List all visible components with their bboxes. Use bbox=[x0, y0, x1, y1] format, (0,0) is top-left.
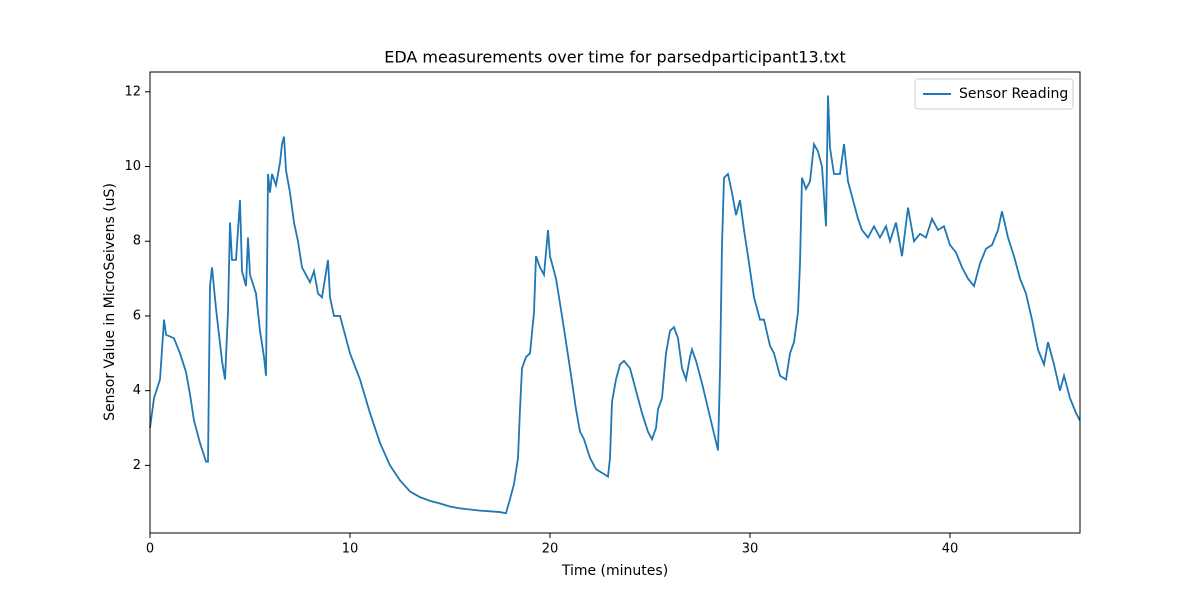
ticks: 0 10 20 30 40 2 4 6 8 10 12 bbox=[124, 84, 958, 556]
legend-label: Sensor Reading bbox=[959, 86, 1068, 102]
x-tick-label: 40 bbox=[942, 542, 959, 557]
x-tick-label: 10 bbox=[342, 542, 359, 557]
x-tick-label: 0 bbox=[146, 542, 154, 557]
y-tick-label: 10 bbox=[124, 159, 141, 174]
y-axis-label: Sensor Value in MicroSeivens (uS) bbox=[102, 183, 118, 421]
chart-title: EDA measurements over time for parsedpar… bbox=[384, 48, 846, 67]
data-line bbox=[149, 95, 1081, 515]
x-tick-label: 20 bbox=[542, 542, 559, 557]
y-tick-label: 4 bbox=[133, 383, 141, 398]
y-tick-label: 6 bbox=[133, 308, 141, 323]
legend: Sensor Reading bbox=[914, 78, 1074, 110]
x-axis-label: Time (minutes) bbox=[561, 563, 668, 579]
x-tick-label: 30 bbox=[742, 542, 759, 557]
legend-box bbox=[914, 78, 1074, 110]
y-tick-label: 8 bbox=[133, 234, 141, 249]
y-tick-label: 12 bbox=[124, 84, 141, 99]
y-tick-label: 2 bbox=[133, 458, 141, 473]
plot-frame bbox=[149, 71, 1081, 534]
